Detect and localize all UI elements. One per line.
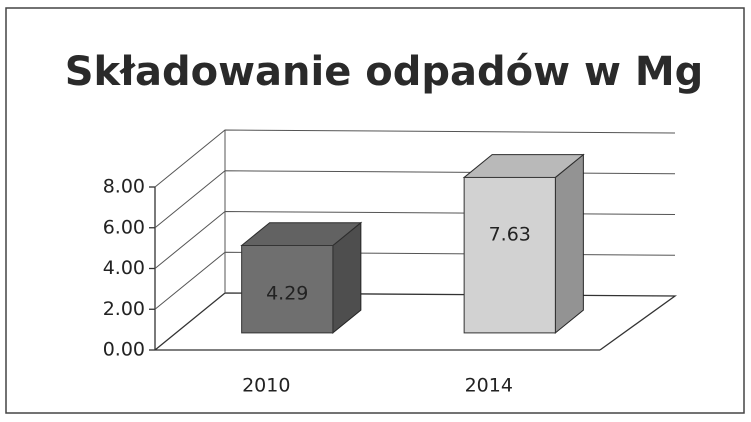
y-tick-label: 0.00 — [103, 339, 145, 361]
value-label: 4.29 — [266, 283, 308, 305]
y-tick-label: 6.00 — [103, 216, 145, 238]
y-tick-label: 4.00 — [103, 257, 145, 279]
floor — [154, 292, 677, 351]
bar-side — [554, 153, 584, 334]
frame — [5, 7, 745, 414]
x-tick-label: 2010 — [242, 375, 290, 397]
bar — [462, 153, 585, 334]
y-tick-label: 8.00 — [103, 176, 145, 198]
bar-front — [241, 244, 334, 334]
x-tick-label: 2014 — [465, 375, 513, 397]
bar — [240, 221, 363, 334]
y-tick-label: 2.00 — [103, 298, 145, 320]
grid-line — [154, 129, 676, 188]
chart-title: Składowanie odpadów w Mg — [65, 49, 704, 95]
value-label: 7.63 — [489, 224, 531, 246]
bar-front — [463, 176, 556, 334]
